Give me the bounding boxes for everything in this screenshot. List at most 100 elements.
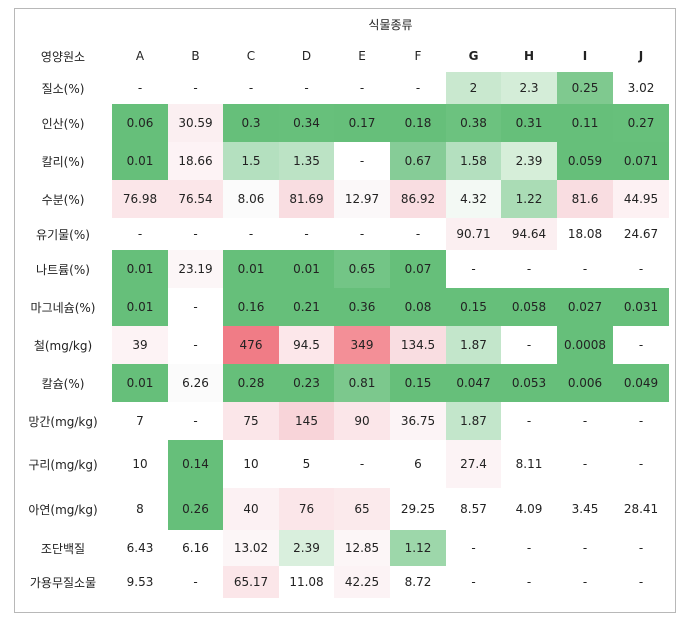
row-label: 질소(%) bbox=[41, 81, 85, 96]
group-header-row: 식물종류 bbox=[14, 8, 669, 40]
table-cell: - bbox=[501, 566, 557, 598]
table-cell: 94.64 bbox=[501, 218, 557, 250]
table-cell: 30.59 bbox=[168, 104, 223, 142]
column-header: C bbox=[246, 49, 256, 63]
table-row: 철(mg/kg) 39-476 94.5 349 134.5 1.87-0.0008- bbox=[14, 326, 669, 364]
table-cell: 18.08 bbox=[557, 218, 613, 250]
table-cell: 8.06 bbox=[223, 180, 279, 218]
row-label: 아연(mg/kg) bbox=[28, 502, 98, 517]
table-cell: - bbox=[613, 566, 669, 598]
row-label: 조단백질 bbox=[40, 541, 86, 556]
table-cell: 6.26 bbox=[168, 364, 223, 402]
table-cell: 0.16 bbox=[223, 288, 279, 326]
column-header: H bbox=[523, 49, 535, 63]
table-cell: 0.15 bbox=[446, 288, 501, 326]
table-cell: 0.071 bbox=[613, 142, 669, 180]
table-cell: - bbox=[557, 530, 613, 566]
table-cell: 40 bbox=[223, 488, 279, 530]
table-cell: 6.43 bbox=[112, 530, 168, 566]
table-cell: 0.81 bbox=[334, 364, 390, 402]
table-cell: 2.3 bbox=[501, 72, 557, 104]
column-header: E bbox=[358, 49, 366, 63]
table-cell: 5 bbox=[279, 440, 334, 488]
table-cell: 36.75 bbox=[390, 402, 446, 440]
table-cell: 0.34 bbox=[279, 104, 334, 142]
table-cell: 11.08 bbox=[279, 566, 334, 598]
table-cell: 4.32 bbox=[446, 180, 501, 218]
table-cell: 18.66 bbox=[168, 142, 223, 180]
table-cell: - bbox=[390, 218, 446, 250]
column-header: I bbox=[582, 49, 588, 63]
table-cell: 3.45 bbox=[557, 488, 613, 530]
table-cell: 12.97 bbox=[334, 180, 390, 218]
table-cell: - bbox=[168, 72, 223, 104]
table-cell: 76.98 bbox=[112, 180, 168, 218]
table-cell: 8.57 bbox=[446, 488, 501, 530]
table-row: 질소(%) - - - - - -2 2.3 0.25 3.02 bbox=[14, 72, 669, 104]
table-cell: 94.5 bbox=[279, 326, 334, 364]
table-cell: 1.35 bbox=[279, 142, 334, 180]
row-label: 구리(mg/kg) bbox=[28, 457, 98, 472]
table-cell: 4.09 bbox=[501, 488, 557, 530]
table-cell: 6.16 bbox=[168, 530, 223, 566]
table-cell: 0.38 bbox=[446, 104, 501, 142]
table-cell: 39 bbox=[112, 326, 168, 364]
table-cell: 0.28 bbox=[223, 364, 279, 402]
table-cell: 0.027 bbox=[557, 288, 613, 326]
table-cell: 0.01 bbox=[112, 250, 168, 288]
table-cell: - bbox=[223, 72, 279, 104]
table-row: 인산(%) 0.06 30.59 0.3 0.34 0.17 0.18 0.38 0.31 0.1… bbox=[14, 104, 669, 142]
row-label: 유기물(%) bbox=[36, 227, 90, 242]
table-cell: - bbox=[168, 566, 223, 598]
row-label: 망간(mg/kg) bbox=[28, 414, 98, 429]
row-label: 철(mg/kg) bbox=[33, 338, 93, 353]
table-cell: 2.39 bbox=[501, 142, 557, 180]
table-cell: 8 bbox=[112, 488, 168, 530]
table-row: 망간(mg/kg) 7-75 145 90 36.75 1.87- - - bbox=[14, 402, 669, 440]
column-header: D bbox=[301, 49, 312, 63]
table-cell: 0.08 bbox=[390, 288, 446, 326]
table-row: 칼리(%) 0.01 18.66 1.5 1.35-0.67 1.58 2.39 0.059 0… bbox=[14, 142, 669, 180]
table-cell: - bbox=[446, 250, 501, 288]
table-cell: 0.25 bbox=[557, 72, 613, 104]
table-cell: 349 bbox=[334, 326, 390, 364]
table-cell: 0.01 bbox=[279, 250, 334, 288]
table-cell: 76 bbox=[279, 488, 334, 530]
group-header: 식물종류 bbox=[368, 17, 413, 32]
table-cell: 2 bbox=[446, 72, 501, 104]
table-cell: 27.4 bbox=[446, 440, 501, 488]
table-cell: 0.06 bbox=[112, 104, 168, 142]
table-cell: 7 bbox=[112, 402, 168, 440]
table-cell: 65 bbox=[334, 488, 390, 530]
table-cell: - bbox=[168, 326, 223, 364]
table-cell: - bbox=[501, 250, 557, 288]
table-cell: 0.01 bbox=[223, 250, 279, 288]
table-cell: - bbox=[613, 440, 669, 488]
table-cell: - bbox=[501, 326, 557, 364]
table-cell: 44.95 bbox=[613, 180, 669, 218]
table-cell: 8.72 bbox=[390, 566, 446, 598]
table-cell: - bbox=[557, 440, 613, 488]
table-cell: 8.11 bbox=[501, 440, 557, 488]
table-cell: 0.049 bbox=[613, 364, 669, 402]
table-cell: 0.18 bbox=[390, 104, 446, 142]
table-cell: 0.031 bbox=[613, 288, 669, 326]
table-cell: - bbox=[501, 402, 557, 440]
table-row: 조단백질 6.43 6.16 13.02 2.39 12.85 1.12- - - - bbox=[14, 530, 669, 566]
table-cell: 476 bbox=[223, 326, 279, 364]
table-cell: - bbox=[168, 218, 223, 250]
table-cell: 0.14 bbox=[168, 440, 223, 488]
table-cell: 2.39 bbox=[279, 530, 334, 566]
table-cell: - bbox=[446, 530, 501, 566]
table-cell: 0.0008 bbox=[557, 326, 613, 364]
table-cell: 90.71 bbox=[446, 218, 501, 250]
row-label: 인산(%) bbox=[41, 116, 85, 131]
table-cell: - bbox=[168, 402, 223, 440]
table-cell: 86.92 bbox=[390, 180, 446, 218]
table-cell: - bbox=[390, 72, 446, 104]
table-cell: 1.12 bbox=[390, 530, 446, 566]
table-cell: 0.07 bbox=[390, 250, 446, 288]
table-row: 유기물(%) - - - - - -90.71 94.64 18.08 24.67 bbox=[14, 218, 669, 250]
table-cell: 0.006 bbox=[557, 364, 613, 402]
